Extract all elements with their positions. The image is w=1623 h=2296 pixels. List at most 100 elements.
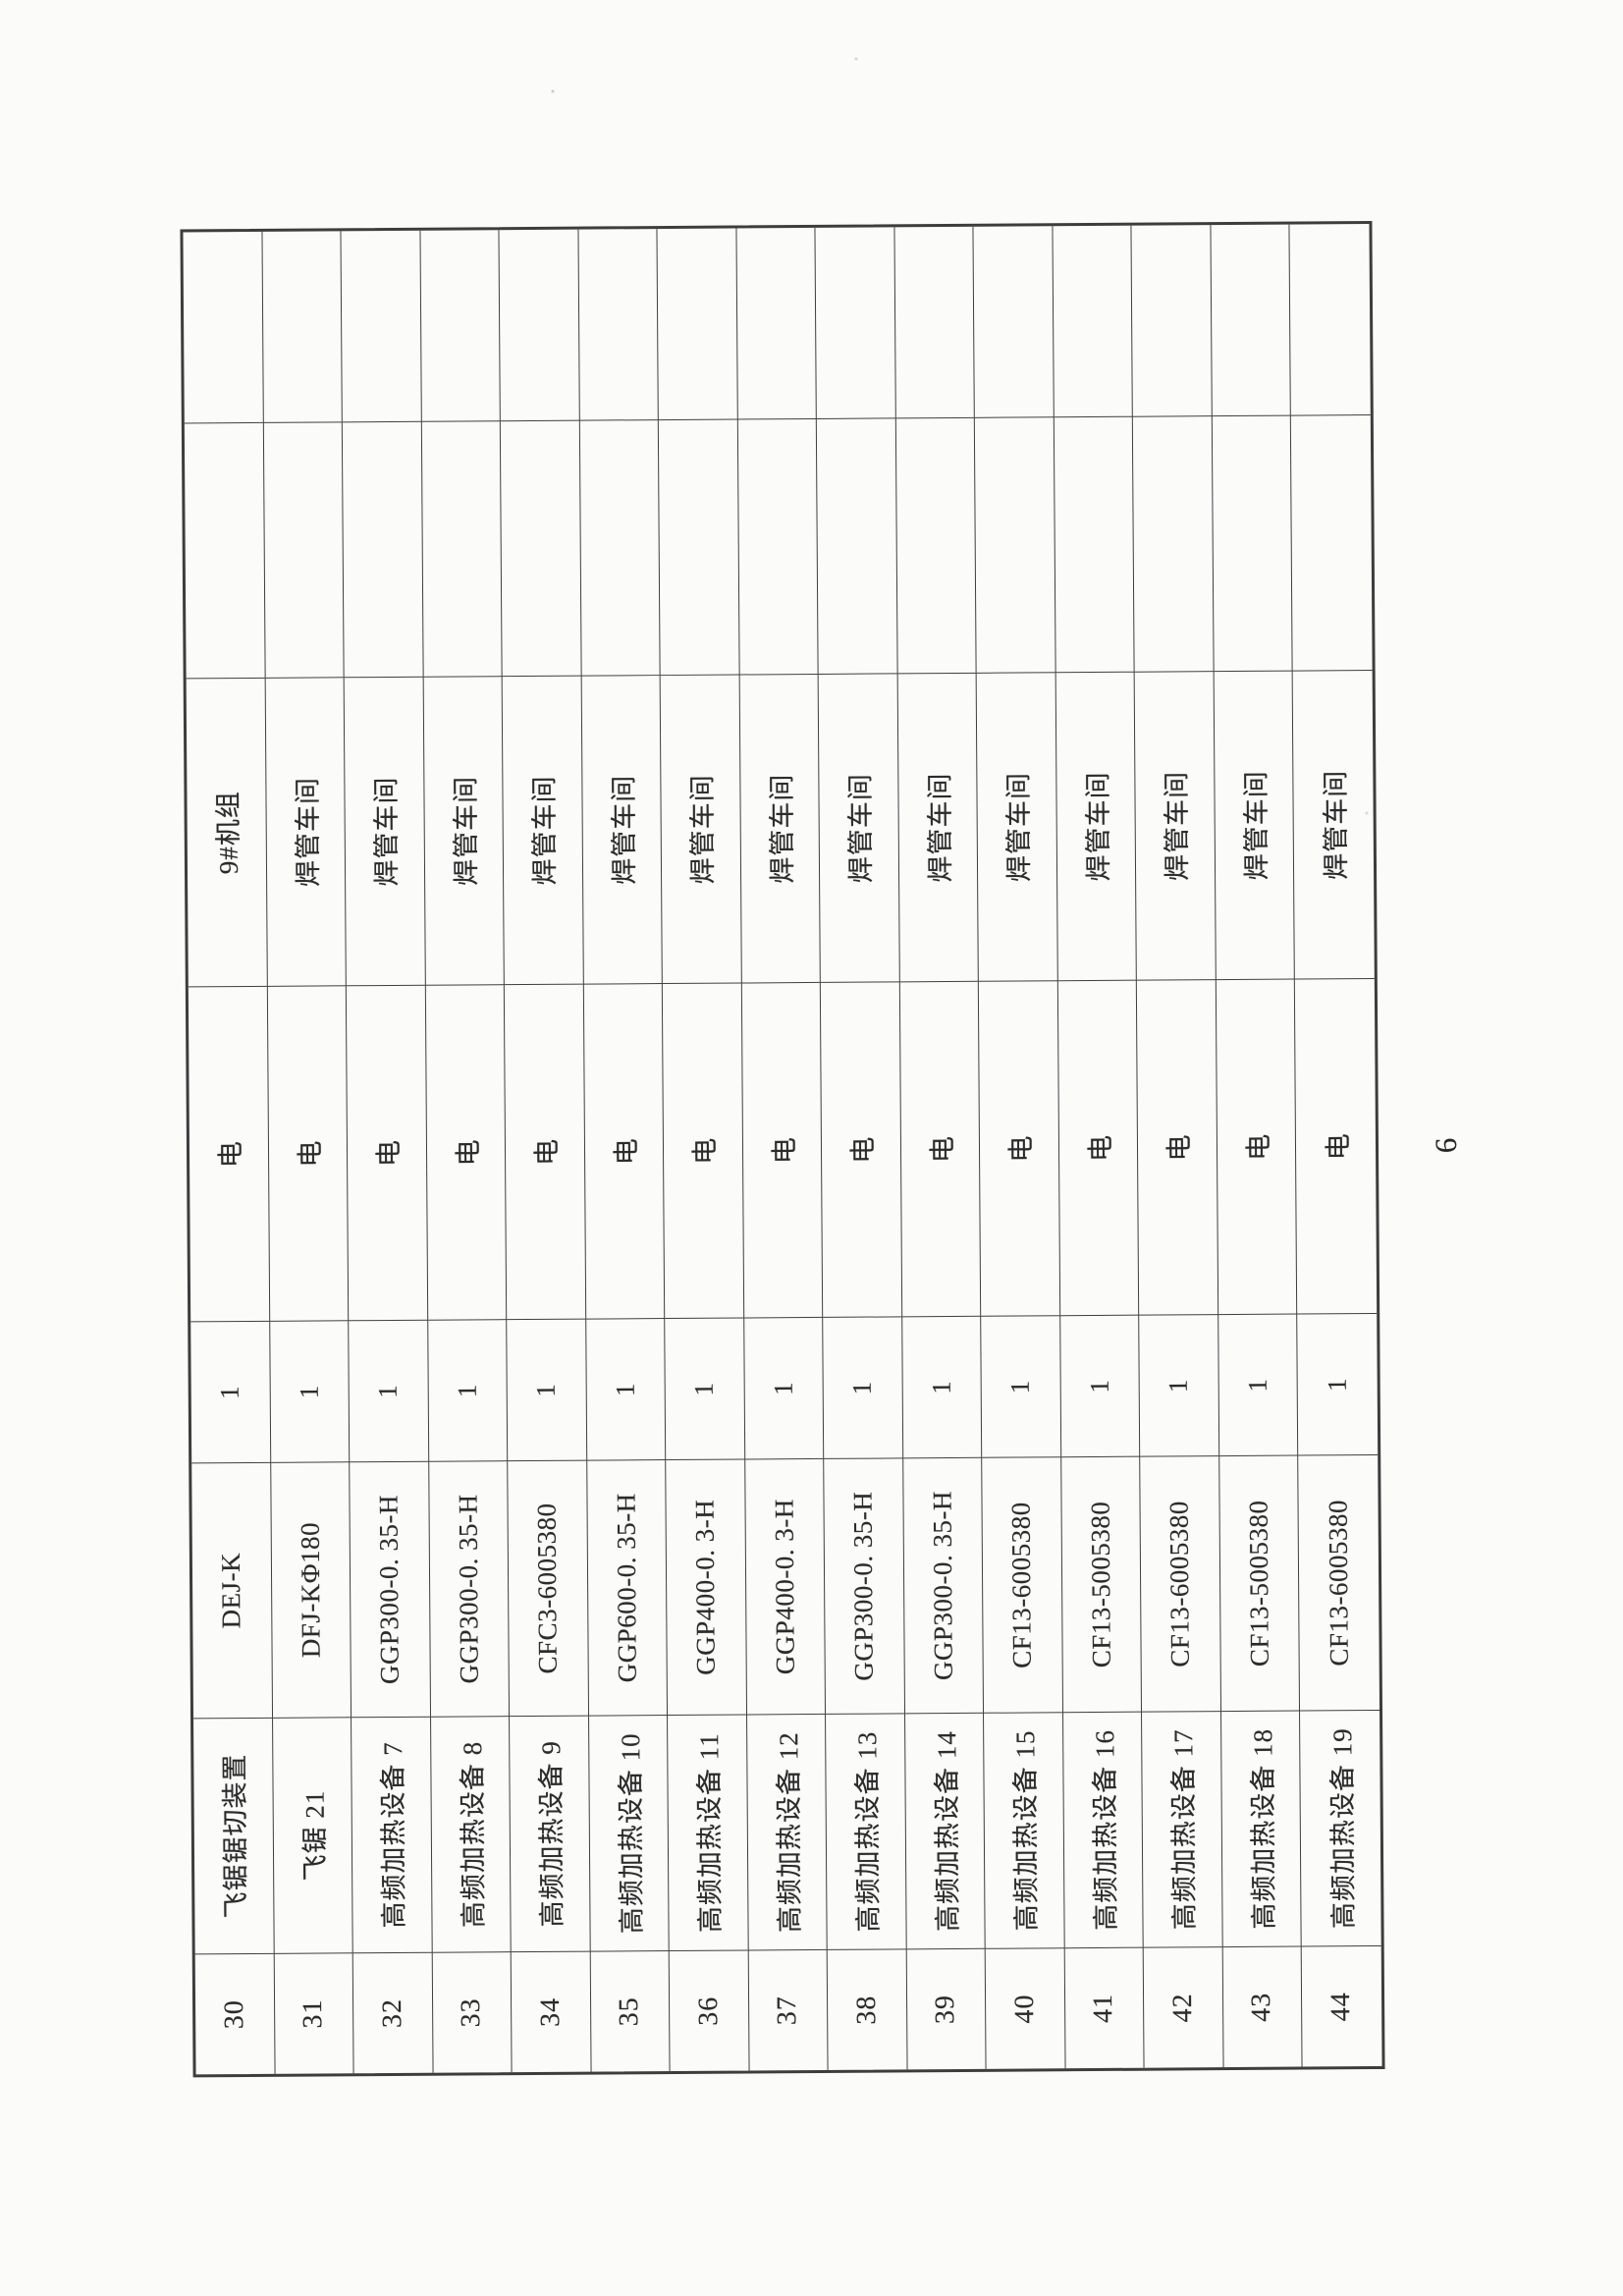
cell-model: CF13-6005380 [1140, 1455, 1221, 1712]
cell-power: 电 [820, 981, 902, 1317]
cell-no: 36 [669, 1949, 750, 2072]
cell-extra1 [263, 421, 345, 678]
cell-qty: 1 [981, 1315, 1061, 1457]
cell-no: 43 [1222, 1945, 1303, 2068]
cell-model: CF13-5005380 [1218, 1454, 1301, 1712]
cell-power: 电 [1295, 977, 1377, 1314]
cell-name: 飞锯 21 [272, 1717, 353, 1953]
cell-extra2 [183, 231, 264, 423]
cell-no: 39 [906, 1947, 987, 2070]
equipment-table: 30 飞锯锯切装置 DEJ-K 1 电 9#机组 31 飞锯 21 DFJ-KΦ180 1 电焊管车… [180, 220, 1385, 2078]
cell-name: 高频加热设备 8 [430, 1716, 512, 1952]
cell-power: 电 [1136, 979, 1218, 1315]
cell-qty: 1 [349, 1319, 429, 1462]
cell-model: GGP300-0. 35-H [350, 1460, 431, 1718]
cell-extra2 [499, 229, 580, 421]
cell-workshop: 焊管车间 [1134, 671, 1217, 980]
cell-power: 电 [267, 985, 350, 1321]
cell-qty: 1 [743, 1316, 825, 1459]
cell-extra1 [737, 417, 819, 675]
cell-power: 电 [504, 983, 586, 1320]
cell-extra1 [1054, 415, 1135, 673]
cell-name: 高频加热设备 16 [1062, 1711, 1144, 1948]
cell-extra2 [578, 229, 659, 420]
cell-extra2 [736, 227, 817, 419]
cell-extra2 [1290, 224, 1371, 415]
cell-power: 电 [188, 985, 270, 1322]
cell-model: GGP300-0. 35-H [902, 1456, 985, 1714]
cell-extra2 [657, 228, 738, 420]
cell-name: 高频加热设备 13 [826, 1713, 907, 1949]
cell-model: CFC3-6005380 [508, 1459, 589, 1717]
cell-model: GGP400-0. 3-H [744, 1457, 827, 1715]
cell-workshop: 焊管车间 [423, 676, 505, 985]
cell-extra2 [973, 226, 1055, 417]
cell-power: 电 [1057, 979, 1140, 1316]
cell-qty: 1 [901, 1315, 983, 1458]
cell-extra2 [1053, 225, 1133, 417]
cell-no: 31 [274, 1952, 354, 2074]
cell-name: 高频加热设备 14 [904, 1712, 986, 1949]
cell-name: 高频加热设备 18 [1220, 1710, 1302, 1947]
cell-no: 41 [1064, 1946, 1145, 2069]
cell-workshop: 焊管车间 [344, 676, 426, 986]
cell-workshop: 9#机组 [186, 677, 268, 987]
cell-extra1 [579, 419, 661, 676]
cell-extra1 [184, 421, 266, 679]
cell-extra1 [421, 420, 503, 677]
cell-model: GGP600-0. 35-H [586, 1459, 669, 1716]
cell-no: 42 [1143, 1946, 1224, 2068]
cell-model: CF13-6005380 [982, 1456, 1063, 1713]
cell-extra1 [1132, 415, 1215, 672]
cell-no: 35 [590, 1950, 671, 2072]
cell-extra1 [974, 416, 1056, 673]
cell-power: 电 [346, 984, 428, 1321]
cell-qty: 1 [585, 1318, 667, 1460]
cell-extra1 [895, 416, 977, 674]
cell-no: 33 [432, 1951, 513, 2073]
cell-workshop: 焊管车间 [581, 675, 663, 984]
cell-workshop: 焊管车间 [897, 672, 979, 982]
cell-model: GGP400-0. 3-H [666, 1458, 747, 1716]
cell-workshop: 焊管车间 [818, 673, 900, 982]
cell-qty: 1 [190, 1320, 271, 1463]
cell-extra2 [1211, 224, 1292, 416]
cell-name: 高频加热设备 11 [668, 1714, 749, 1951]
cell-name: 高频加热设备 17 [1142, 1711, 1223, 1947]
page-number: 6 [1428, 1137, 1464, 1154]
cell-extra2 [815, 227, 896, 418]
cell-no: 40 [985, 1947, 1066, 2069]
cell-extra2 [261, 231, 343, 422]
cell-model: DEJ-K [191, 1461, 273, 1719]
cell-qty: 1 [823, 1316, 903, 1458]
cell-model: DFJ-KΦ180 [270, 1461, 352, 1718]
cell-qty: 1 [507, 1318, 587, 1461]
cell-workshop: 焊管车间 [502, 675, 584, 985]
cell-no: 38 [827, 1948, 908, 2070]
cell-extra1 [1291, 414, 1373, 671]
cell-qty: 1 [1217, 1313, 1299, 1456]
cell-power: 电 [425, 984, 508, 1320]
cell-qty: 1 [1139, 1314, 1219, 1456]
cell-name: 高频加热设备 12 [746, 1713, 828, 1950]
cell-extra1 [816, 417, 898, 674]
cell-workshop: 焊管车间 [976, 672, 1058, 981]
rotated-table-layer: 30 飞锯锯切装置 DEJ-K 1 电 9#机组 31 飞锯 21 DFJ-KΦ180 1 电焊管车… [180, 220, 1385, 2078]
cell-power: 电 [978, 980, 1060, 1316]
cell-qty: 1 [269, 1320, 351, 1462]
cell-power: 电 [583, 983, 666, 1319]
cell-workshop: 焊管车间 [739, 673, 821, 983]
cell-extra1 [1212, 414, 1293, 672]
cell-extra1 [500, 419, 582, 677]
cell-name: 高频加热设备 10 [588, 1715, 670, 1951]
cell-workshop: 焊管车间 [1214, 670, 1296, 980]
cell-name: 高频加热设备 9 [510, 1715, 591, 1952]
cell-workshop: 焊管车间 [660, 674, 742, 984]
cell-extra2 [420, 230, 501, 421]
cell-extra1 [342, 420, 424, 678]
cell-power: 电 [1216, 978, 1298, 1315]
cell-model: GGP300-0. 35-H [824, 1457, 905, 1714]
cell-qty: 1 [427, 1319, 509, 1461]
